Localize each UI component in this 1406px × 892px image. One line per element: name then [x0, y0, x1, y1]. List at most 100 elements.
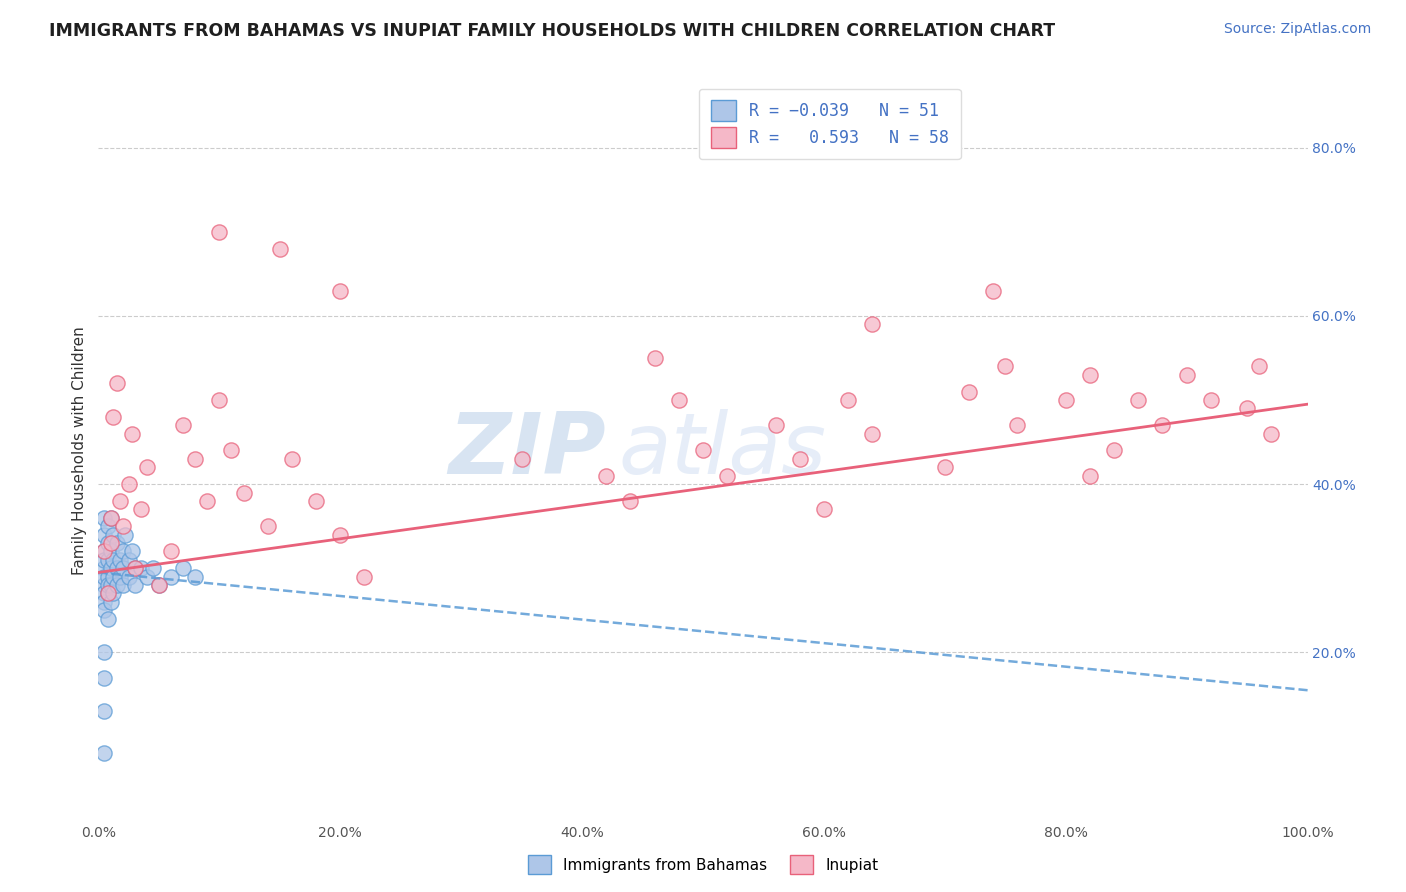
- Point: [97, 586, 120, 600]
- Point: [860, 426, 883, 441]
- Point: [510, 451, 533, 466]
- Point: [97, 553, 120, 567]
- Point: [105, 578, 128, 592]
- Point: [305, 494, 328, 508]
- Point: [93, 527, 115, 541]
- Point: [93, 671, 115, 685]
- Point: [860, 318, 883, 332]
- Point: [692, 443, 714, 458]
- Point: [101, 553, 124, 567]
- Point: [644, 351, 666, 365]
- Point: [111, 519, 134, 533]
- Point: [716, 468, 738, 483]
- Point: [93, 586, 115, 600]
- Point: [353, 569, 375, 583]
- Point: [93, 645, 115, 659]
- Point: [981, 284, 1004, 298]
- Point: [121, 544, 143, 558]
- Point: [221, 443, 243, 458]
- Point: [1175, 368, 1198, 382]
- Point: [1102, 443, 1125, 458]
- Point: [813, 502, 835, 516]
- Point: [111, 544, 134, 558]
- Point: [97, 569, 120, 583]
- Point: [100, 544, 122, 558]
- Point: [97, 536, 120, 550]
- Point: [595, 468, 617, 483]
- Point: [765, 418, 787, 433]
- Point: [93, 704, 115, 718]
- Point: [135, 569, 157, 583]
- Point: [148, 578, 170, 592]
- Point: [108, 553, 131, 567]
- Point: [789, 451, 811, 466]
- Point: [232, 485, 254, 500]
- Point: [101, 569, 124, 583]
- Point: [114, 527, 136, 541]
- Point: [97, 578, 120, 592]
- Point: [93, 510, 115, 524]
- Point: [101, 586, 124, 600]
- Point: [269, 242, 291, 256]
- Point: [93, 553, 115, 567]
- Legend: Immigrants from Bahamas, Inupiat: Immigrants from Bahamas, Inupiat: [522, 849, 884, 880]
- Point: [329, 527, 352, 541]
- Point: [1078, 468, 1101, 483]
- Point: [994, 359, 1017, 374]
- Point: [118, 569, 141, 583]
- Point: [172, 561, 194, 575]
- Point: [135, 460, 157, 475]
- Point: [1128, 392, 1150, 407]
- Point: [108, 569, 131, 583]
- Point: [93, 578, 115, 592]
- Point: [129, 502, 152, 516]
- Point: [619, 494, 641, 508]
- Point: [195, 494, 218, 508]
- Point: [256, 519, 278, 533]
- Point: [160, 544, 183, 558]
- Point: [1236, 401, 1258, 416]
- Point: [108, 494, 131, 508]
- Point: [124, 578, 146, 592]
- Point: [101, 527, 124, 541]
- Point: [105, 376, 128, 391]
- Point: [93, 603, 115, 617]
- Point: [100, 510, 122, 524]
- Point: [100, 536, 122, 550]
- Point: [97, 586, 120, 600]
- Point: [129, 561, 152, 575]
- Point: [184, 451, 207, 466]
- Point: [105, 561, 128, 575]
- Point: [837, 392, 859, 407]
- Point: [100, 510, 122, 524]
- Point: [1199, 392, 1222, 407]
- Text: atlas: atlas: [619, 409, 827, 492]
- Text: Source: ZipAtlas.com: Source: ZipAtlas.com: [1223, 22, 1371, 37]
- Text: ZIP: ZIP: [449, 409, 606, 492]
- Point: [100, 595, 122, 609]
- Point: [208, 392, 231, 407]
- Point: [93, 544, 115, 558]
- Point: [93, 544, 115, 558]
- Point: [160, 569, 183, 583]
- Point: [1152, 418, 1174, 433]
- Point: [101, 409, 124, 424]
- Point: [1260, 426, 1282, 441]
- Point: [329, 284, 352, 298]
- Point: [100, 578, 122, 592]
- Point: [1249, 359, 1271, 374]
- Point: [1078, 368, 1101, 382]
- Point: [93, 569, 115, 583]
- Y-axis label: Family Households with Children: Family Households with Children: [72, 326, 87, 574]
- Point: [97, 519, 120, 533]
- Point: [93, 747, 115, 761]
- Point: [118, 553, 141, 567]
- Point: [111, 561, 134, 575]
- Point: [93, 561, 115, 575]
- Point: [105, 536, 128, 550]
- Point: [142, 561, 165, 575]
- Point: [957, 384, 980, 399]
- Point: [93, 595, 115, 609]
- Point: [208, 225, 231, 239]
- Point: [668, 392, 690, 407]
